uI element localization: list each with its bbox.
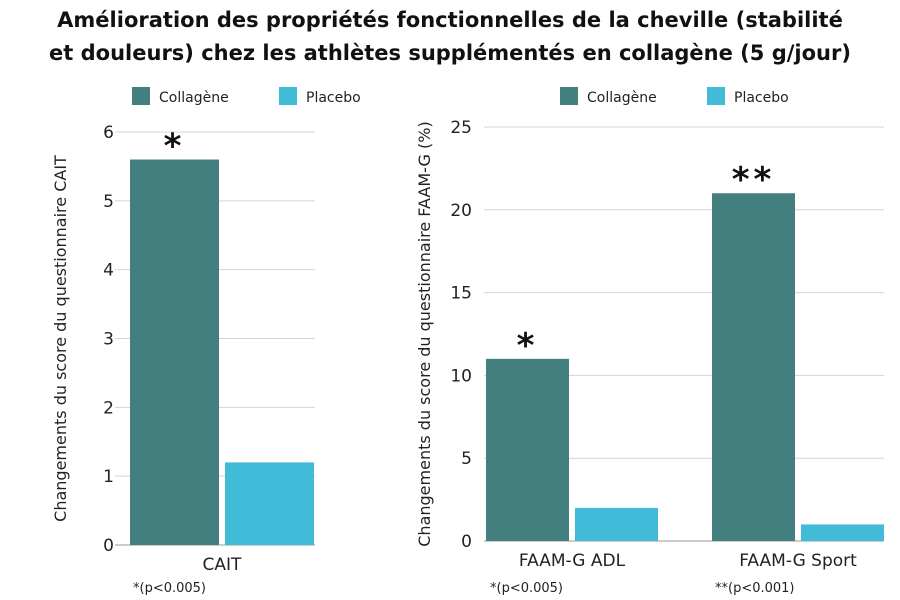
y-tick-label: 2 bbox=[103, 398, 114, 418]
y-tick-label: 3 bbox=[103, 330, 114, 350]
x-category-label: FAAM-G ADL bbox=[519, 551, 626, 571]
significance-footnote: *(p<0.005) bbox=[490, 581, 563, 596]
bar-collagen bbox=[486, 358, 569, 541]
bar-collagen bbox=[712, 193, 795, 542]
legend-swatch-collagen bbox=[132, 87, 150, 105]
chart-title-line-1: Amélioration des propriétés fonctionnell… bbox=[57, 8, 843, 32]
y-tick-label: 5 bbox=[461, 449, 472, 469]
panel-faamg: 0 5 10 15 20 25 * FAAM-G ADL ** FAAM-G Sport Chang… bbox=[415, 87, 884, 596]
significance-footnote: **(p<0.001) bbox=[715, 581, 795, 596]
bar-placebo bbox=[575, 507, 658, 541]
legend-label: Collagène bbox=[159, 90, 229, 106]
y-tick-label: 10 bbox=[450, 366, 472, 386]
y-tick-label: 5 bbox=[103, 192, 114, 212]
legend-swatch-placebo bbox=[707, 87, 725, 105]
legend-swatch-collagen bbox=[560, 87, 578, 105]
legend-label: Placebo bbox=[734, 90, 789, 106]
legend-swatch-placebo bbox=[279, 87, 297, 105]
significance-footnote: *(p<0.005) bbox=[133, 581, 206, 596]
y-tick-label: 15 bbox=[450, 284, 472, 304]
bar-placebo bbox=[225, 462, 314, 545]
y-tick-label: 0 bbox=[103, 536, 114, 556]
y-axis-label: Changements du score du questionnaire CA… bbox=[51, 155, 70, 522]
y-tick-label: 6 bbox=[103, 123, 114, 143]
y-tick-label: 1 bbox=[103, 467, 114, 487]
x-category-label: CAIT bbox=[203, 555, 243, 575]
bar-collagen bbox=[130, 159, 219, 546]
chart-title-line-2: et douleurs) chez les athlètes supplémen… bbox=[49, 41, 851, 65]
y-tick-label: 20 bbox=[450, 201, 472, 221]
y-tick-label: 0 bbox=[461, 532, 472, 552]
legend-label: Placebo bbox=[306, 90, 361, 106]
panel-cait: 0 1 2 3 4 5 6 * CAIT Changements du score du ques… bbox=[51, 87, 361, 596]
y-axis-label: Changements du score du questionnaire FA… bbox=[415, 121, 434, 546]
y-tick-label: 4 bbox=[103, 261, 114, 281]
significance-marker: * bbox=[164, 127, 186, 167]
x-category-label: FAAM-G Sport bbox=[739, 551, 857, 571]
y-tick-label: 25 bbox=[450, 118, 472, 138]
significance-marker: ** bbox=[732, 160, 776, 200]
legend-label: Collagène bbox=[587, 90, 657, 106]
significance-marker: * bbox=[517, 326, 539, 366]
bar-placebo bbox=[801, 524, 884, 541]
